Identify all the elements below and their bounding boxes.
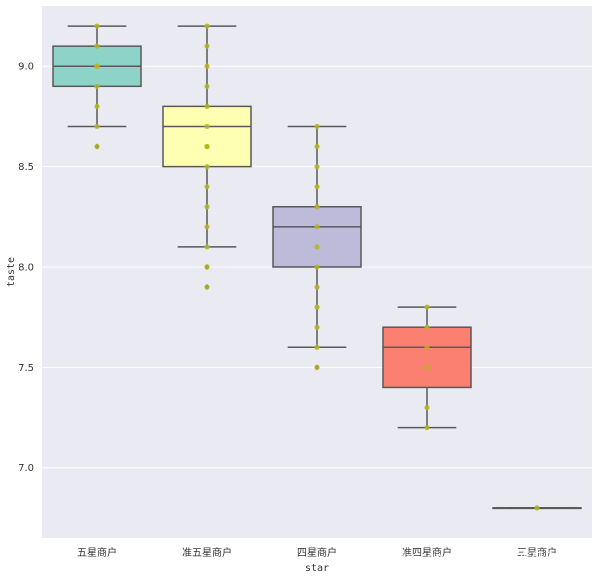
- y-tick-label: 9.0: [18, 62, 34, 73]
- swarm-point: [204, 244, 210, 250]
- swarm-point: [94, 123, 100, 130]
- x-tick-labels: 五星商户 准五星商户 四星商户 准四星商户 三星商户: [77, 546, 557, 559]
- swarm-point: [314, 364, 320, 370]
- swarm-point: [424, 324, 430, 330]
- box-rect: [382, 326, 472, 389]
- swarm-point: [204, 63, 210, 69]
- swarm-point: [314, 244, 320, 250]
- swarm-point: [94, 43, 100, 49]
- swarm-point: [204, 83, 210, 89]
- swarm-point: [314, 123, 320, 130]
- swarm-point: [314, 143, 320, 150]
- y-tick-labels: 7.0 7.5 8.0 8.5 9.0: [18, 62, 34, 475]
- swarm-point: [204, 284, 210, 290]
- swarm-point: [424, 364, 430, 370]
- y-tick-label: 8.5: [18, 162, 34, 173]
- x-tick-label: 三星商户: [517, 546, 557, 559]
- swarm-point: [204, 43, 210, 49]
- swarm-point: [424, 404, 430, 411]
- swarm-point: [94, 143, 100, 150]
- x-tick-label: 五星商户: [77, 546, 117, 559]
- swarm-point: [314, 164, 320, 170]
- swarm-point: [424, 344, 430, 350]
- swarm-point: [204, 204, 210, 210]
- swarm-point: [204, 123, 210, 130]
- swarm-point: [204, 224, 210, 230]
- swarm-point: [424, 304, 430, 310]
- swarm-point: [94, 23, 100, 29]
- swarm-point: [314, 184, 320, 190]
- swarm-point: [94, 103, 100, 109]
- swarm-point: [314, 324, 320, 330]
- swarm-points: [94, 23, 540, 511]
- x-tick-label: 准四星商户: [402, 546, 452, 559]
- box-rect: [272, 206, 362, 268]
- swarm-point: [534, 505, 540, 511]
- x-tick-label: 四星商户: [297, 546, 337, 559]
- swarm-point: [94, 83, 100, 89]
- swarm-point: [204, 143, 210, 150]
- x-axis-label: star: [305, 563, 329, 574]
- swarm-point: [94, 63, 100, 69]
- x-tick-label: 准五星商户: [182, 546, 232, 559]
- y-tick-label: 7.5: [18, 363, 34, 374]
- box-rect: [162, 105, 252, 168]
- swarm-point: [314, 284, 320, 290]
- swarm-point: [314, 344, 320, 350]
- watermark-text: https://blog.csdn.net/lel3447195790: [335, 550, 590, 566]
- box-3: [382, 306, 472, 429]
- swarm-point: [204, 184, 210, 190]
- box-1: [162, 25, 252, 291]
- swarm-point: [204, 103, 210, 109]
- swarm-point: [424, 424, 430, 431]
- swarm-point: [204, 23, 210, 29]
- swarm-point: [314, 304, 320, 310]
- swarm-point: [204, 264, 210, 270]
- swarm-point: [204, 164, 210, 170]
- swarm-point: [314, 204, 320, 210]
- y-axis-label: taste: [6, 257, 17, 287]
- swarm-point: [314, 224, 320, 230]
- swarm-point: [314, 264, 320, 270]
- y-tick-label: 7.0: [18, 463, 34, 474]
- y-tick-label: 8.0: [18, 262, 34, 273]
